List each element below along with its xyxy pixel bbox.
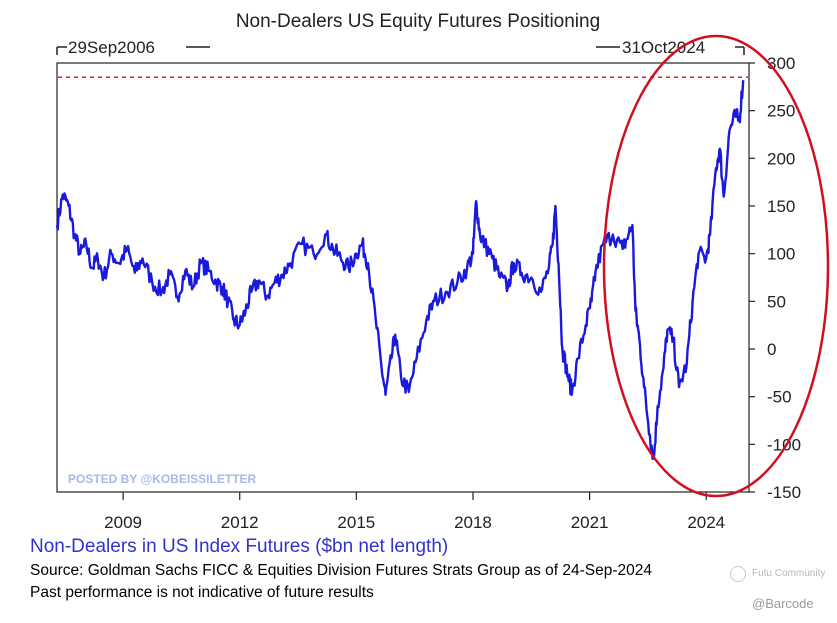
plot-frame xyxy=(56,62,750,493)
y-tick-label: -150 xyxy=(767,483,801,502)
y-tick-label: 50 xyxy=(767,292,786,311)
series-line xyxy=(55,80,745,460)
y-tick-label: 250 xyxy=(767,102,795,121)
end-date-label: 31Oct2024 xyxy=(622,38,705,57)
posted-by-watermark: POSTED BY @KOBEISSILETTER xyxy=(68,472,257,486)
y-axis: 300 250 200 150 100 50 0 -50 -100 -150 xyxy=(749,54,801,502)
y-tick-label: 200 xyxy=(767,149,795,168)
chart-title: Non-Dealers US Equity Futures Positionin… xyxy=(236,11,600,32)
x-tick-label: 2012 xyxy=(221,513,259,532)
x-tick-label: 2024 xyxy=(687,513,725,532)
x-tick-label: 2018 xyxy=(454,513,492,532)
disclaimer-note: Past performance is not indicative of fu… xyxy=(30,584,374,601)
x-tick-label: 2015 xyxy=(337,513,375,532)
start-date-label: 29Sep2006 xyxy=(68,38,155,57)
handle-watermark: @Barcode xyxy=(752,596,814,611)
community-logo-icon xyxy=(730,566,746,582)
series-legend: Non-Dealers in US Index Futures ($bn net… xyxy=(30,536,449,557)
y-tick-label: -50 xyxy=(767,388,792,407)
y-tick-label: 300 xyxy=(767,54,795,73)
source-note: Source: Goldman Sachs FICC & Equities Di… xyxy=(30,562,653,579)
y-tick-label: -100 xyxy=(767,435,801,454)
y-tick-label: 150 xyxy=(767,197,795,216)
x-tick-label: 2021 xyxy=(571,513,609,532)
x-tick-label: 2009 xyxy=(104,513,142,532)
community-watermark: Futu Community xyxy=(752,568,826,579)
x-axis: 2009 2012 2015 2018 2021 2024 xyxy=(104,492,725,532)
highlight-ellipse xyxy=(602,34,830,498)
y-tick-label: 0 xyxy=(767,340,776,359)
y-tick-label: 100 xyxy=(767,245,795,264)
